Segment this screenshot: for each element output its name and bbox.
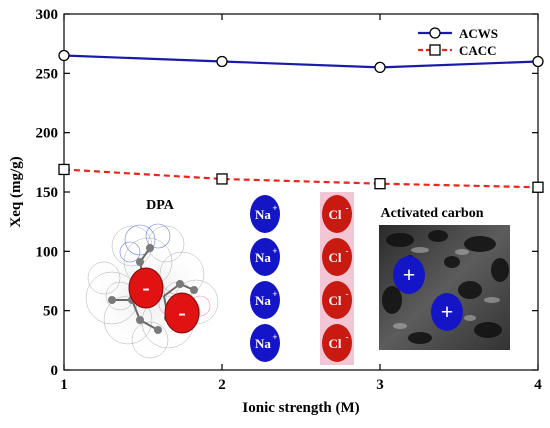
y-tick-label: 300 [36, 7, 59, 23]
data-point-cacc [216, 173, 228, 185]
sodium-ion [250, 195, 280, 233]
dpa-negative-charge-2 [164, 292, 200, 334]
chloride-ion [322, 281, 352, 319]
x-tick-label: 3 [376, 377, 384, 393]
series-line-acws [63, 54, 539, 69]
dpa-negative-charge-1-sign: - [142, 275, 149, 300]
data-point-cacc [374, 178, 386, 190]
data-point-acws [58, 49, 70, 62]
sodium-symbol: Na [255, 250, 271, 265]
chloride-charge: - [346, 289, 349, 299]
sodium-charge: + [272, 332, 277, 342]
chloride-charge: - [346, 332, 349, 342]
sodium-symbol: Na [255, 336, 271, 351]
sodium-ion [250, 281, 280, 319]
sodium-charge: + [272, 289, 277, 299]
chloride-ion [322, 238, 352, 276]
legend-cacc-label: CACC [459, 43, 497, 58]
y-tick-label: 250 [36, 66, 59, 82]
series-line-cacc [63, 168, 539, 189]
carbon-positive-charge-1-sign: + [403, 262, 416, 287]
chloride-ion [322, 195, 352, 233]
dpa-molecule-model: - - [80, 223, 220, 359]
data-point-acws [216, 55, 228, 68]
y-tick-label: 200 [36, 126, 59, 142]
y-tick-label: 50 [43, 304, 58, 320]
chloride-symbol: Cl [329, 250, 342, 265]
dpa-label: DPA [146, 198, 175, 213]
y-axis-title: Xeq (mg/g) [8, 156, 24, 227]
series-layer [58, 49, 544, 193]
carbon-positive-charge-2 [431, 293, 463, 331]
chloride-charge: - [346, 246, 349, 256]
sodium-symbol: Na [255, 207, 271, 222]
chloride-symbol: Cl [329, 207, 342, 222]
legend-cacc-marker [429, 44, 441, 56]
sodium-charge: + [272, 203, 277, 213]
x-tick-label: 4 [534, 377, 542, 393]
y-axis: 0 50 100 150 200 250 300 [36, 7, 538, 379]
ion-columns: Na +Na +Na +Na +Cl -Cl -Cl -Cl - [250, 192, 354, 365]
x-tick-label: 2 [218, 377, 226, 393]
x-axis-title: Ionic strength (M) [242, 400, 359, 416]
chart-legend: ACWS CACC [418, 26, 498, 58]
x-tick-label: 1 [60, 377, 68, 393]
chloride-ion [322, 324, 352, 362]
dpa-negative-charge-1 [128, 267, 164, 309]
dpa-negative-charge-2-sign: - [178, 300, 185, 325]
carbon-positive-charge-2-sign: + [441, 299, 454, 324]
chloride-symbol: Cl [329, 293, 342, 308]
y-tick-label: 150 [36, 185, 59, 201]
chloride-charge: - [346, 203, 349, 213]
y-tick-label: 0 [51, 363, 59, 379]
sodium-charge: + [272, 246, 277, 256]
x-axis: 1 2 3 4 [60, 14, 542, 393]
data-point-cacc [58, 163, 70, 176]
adsorption-illustration: DPA [80, 192, 510, 365]
y-tick-label: 100 [36, 244, 59, 260]
activated-carbon-label: Activated carbon [380, 206, 483, 221]
sodium-ion [250, 238, 280, 276]
data-point-acws [374, 61, 386, 74]
legend-acws-label: ACWS [459, 26, 498, 41]
data-point-cacc [532, 181, 544, 193]
legend-acws-marker [429, 27, 441, 39]
chloride-symbol: Cl [329, 336, 342, 351]
activated-carbon-image: + + [379, 225, 510, 350]
sodium-symbol: Na [255, 293, 271, 308]
carbon-positive-charge-1 [393, 256, 425, 294]
data-point-acws [532, 55, 544, 68]
sodium-ion [250, 324, 280, 362]
